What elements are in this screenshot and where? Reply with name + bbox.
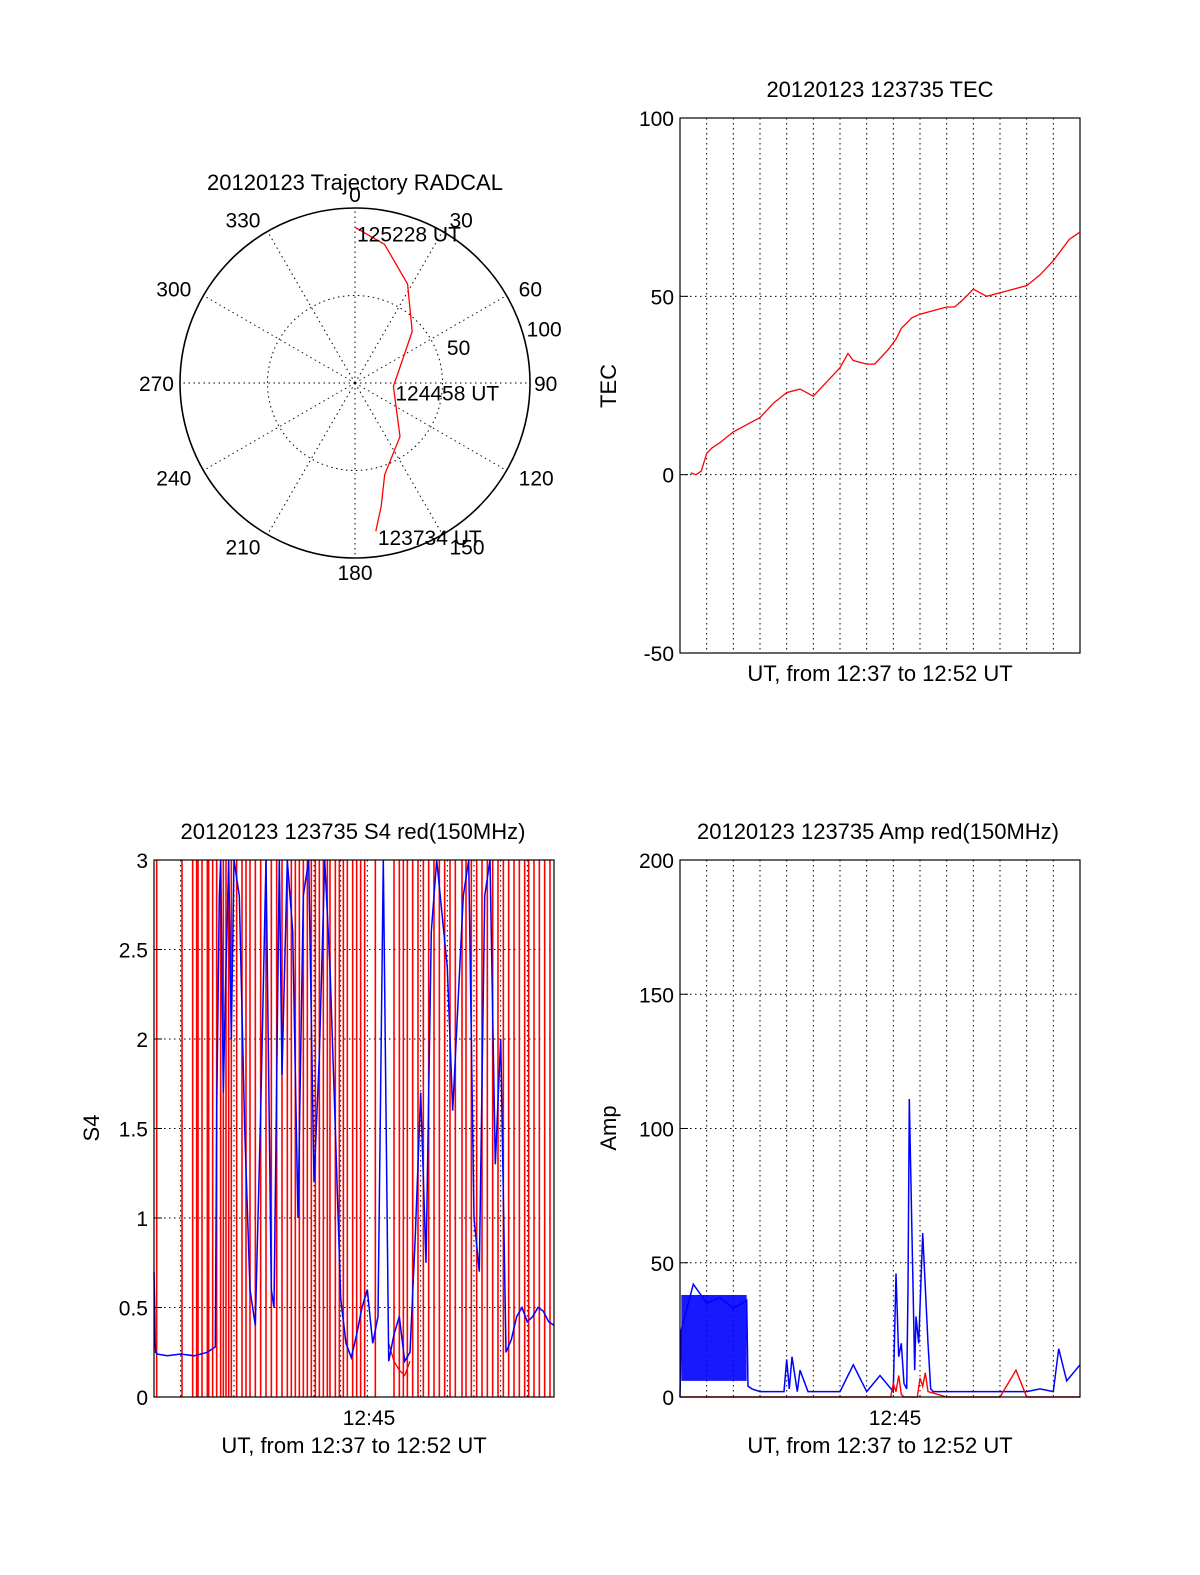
polar-series bbox=[354, 226, 413, 532]
s4-x-tick-label: 12:45 bbox=[343, 1407, 396, 1430]
s4-y-tick-label: 1.5 bbox=[119, 1119, 148, 1142]
polar-outer-ring bbox=[179, 207, 531, 559]
tec-series bbox=[690, 231, 1081, 476]
tec-y-ticks: -50 0 50 100 bbox=[639, 108, 688, 666]
polar-grid-spoke bbox=[203, 382, 356, 471]
s4-y-tick-label: 2.5 bbox=[119, 940, 148, 963]
s4-y-tick-label: 0.5 bbox=[119, 1298, 148, 1321]
amp-chart: 20120123 123735 Amp red(150MHz) 0 50 100 15… bbox=[596, 819, 1081, 1458]
s4-chart: 20120123 123735 S4 red(150MHz) 0 0.5 1 1.5 2… bbox=[79, 819, 555, 1458]
s4-y-tick-label: 1 bbox=[136, 1208, 148, 1231]
polar-angle-label: 120 bbox=[519, 468, 554, 491]
polar-radial-label: 50 bbox=[447, 337, 470, 360]
polar-angle-label: 180 bbox=[337, 562, 372, 585]
polar-angle-label: 330 bbox=[225, 209, 260, 232]
s4-y-ticks: 0 0.5 1 1.5 2 2.5 3 bbox=[119, 850, 162, 1410]
tec-series-line bbox=[690, 231, 1081, 476]
polar-trajectory-line bbox=[354, 226, 413, 532]
polar-grid bbox=[180, 208, 530, 558]
s4-y-tick-label: 0 bbox=[136, 1387, 148, 1410]
amp-y-label: Amp bbox=[596, 1105, 621, 1150]
tec-x-label: UT, from 12:37 to 12:52 UT bbox=[747, 661, 1012, 686]
polar-time-annotation: 123734 UT bbox=[378, 527, 482, 550]
tec-y-label: TEC bbox=[596, 364, 621, 408]
polar-grid-spoke bbox=[203, 295, 356, 384]
tec-chart: 20120123 123735 TEC -50 0 50 100 UT, from 1… bbox=[596, 77, 1081, 686]
s4-y-label: S4 bbox=[79, 1115, 104, 1142]
amp-y-tick-label: 150 bbox=[639, 984, 674, 1007]
polar-grid-spoke bbox=[354, 382, 507, 471]
amp-x-ticks: 12:45 bbox=[869, 1407, 922, 1430]
polar-chart: 20120123 Trajectory RADCAL 0 30 60 90 120 150… bbox=[139, 170, 562, 585]
tec-y-tick-label: 0 bbox=[662, 465, 674, 488]
polar-grid-spoke bbox=[354, 231, 443, 384]
polar-angle-label: 270 bbox=[139, 373, 174, 396]
s4-red-base-line bbox=[388, 1343, 411, 1377]
amp-x-tick-label: 12:45 bbox=[869, 1407, 922, 1430]
tec-plot-frame bbox=[679, 117, 1081, 654]
polar-radial-label: 100 bbox=[527, 319, 562, 342]
polar-radial-labels: 50 100 bbox=[447, 319, 562, 360]
amp-title: 20120123 123735 Amp red(150MHz) bbox=[697, 819, 1059, 844]
tec-y-tick-label: 50 bbox=[651, 286, 674, 309]
polar-angle-label: 300 bbox=[156, 279, 191, 302]
polar-grid-spoke bbox=[354, 295, 507, 384]
s4-y-tick-label: 3 bbox=[136, 850, 148, 873]
tec-title: 20120123 123735 TEC bbox=[766, 77, 993, 102]
polar-title: 20120123 Trajectory RADCAL bbox=[207, 170, 503, 195]
polar-angle-labels: 0 30 60 90 120 150 180 210 240 270 300 330 bbox=[139, 184, 557, 585]
polar-grid-spoke bbox=[267, 231, 356, 384]
amp-y-ticks: 0 50 100 150 200 bbox=[639, 850, 688, 1410]
amp-x-label: UT, from 12:37 to 12:52 UT bbox=[747, 1433, 1012, 1458]
polar-angle-label: 150 bbox=[450, 537, 485, 560]
polar-time-annotation: 125228 UT bbox=[357, 223, 461, 246]
polar-angle-label: 0 bbox=[349, 184, 361, 207]
tec-y-tick-label: -50 bbox=[644, 643, 674, 666]
s4-x-ticks: 12:45 bbox=[343, 1407, 396, 1430]
amp-y-tick-label: 0 bbox=[662, 1387, 674, 1410]
polar-angle-label: 30 bbox=[450, 209, 473, 232]
tec-grid bbox=[680, 118, 1080, 653]
s4-grid bbox=[154, 860, 554, 1397]
polar-time-annotation: 124458 UT bbox=[395, 382, 499, 405]
polar-grid-spoke bbox=[354, 382, 443, 535]
polar-angle-label: 60 bbox=[519, 279, 542, 302]
polar-annotations: 125228 UT 124458 UT 123734 UT bbox=[357, 223, 499, 550]
polar-angle-label: 240 bbox=[156, 468, 191, 491]
s4-y-tick-label: 2 bbox=[136, 1029, 148, 1052]
amp-series bbox=[679, 1098, 1081, 1398]
amp-blue-line bbox=[679, 1098, 1081, 1398]
polar-angle-label: 210 bbox=[225, 537, 260, 560]
polar-grid-ring bbox=[267, 295, 443, 471]
amp-y-tick-label: 200 bbox=[639, 850, 674, 873]
tec-y-tick-label: 100 bbox=[639, 108, 674, 131]
amp-grid bbox=[680, 860, 1080, 1397]
polar-grid-spoke bbox=[267, 382, 356, 535]
amp-y-tick-label: 100 bbox=[639, 1119, 674, 1142]
amp-y-tick-label: 50 bbox=[651, 1253, 674, 1276]
amp-blue-noise-band bbox=[681, 1294, 747, 1381]
polar-angle-label: 90 bbox=[534, 373, 557, 396]
s4-x-label: UT, from 12:37 to 12:52 UT bbox=[221, 1433, 486, 1458]
s4-title: 20120123 123735 S4 red(150MHz) bbox=[181, 819, 526, 844]
s4-blue-line bbox=[153, 859, 555, 1364]
